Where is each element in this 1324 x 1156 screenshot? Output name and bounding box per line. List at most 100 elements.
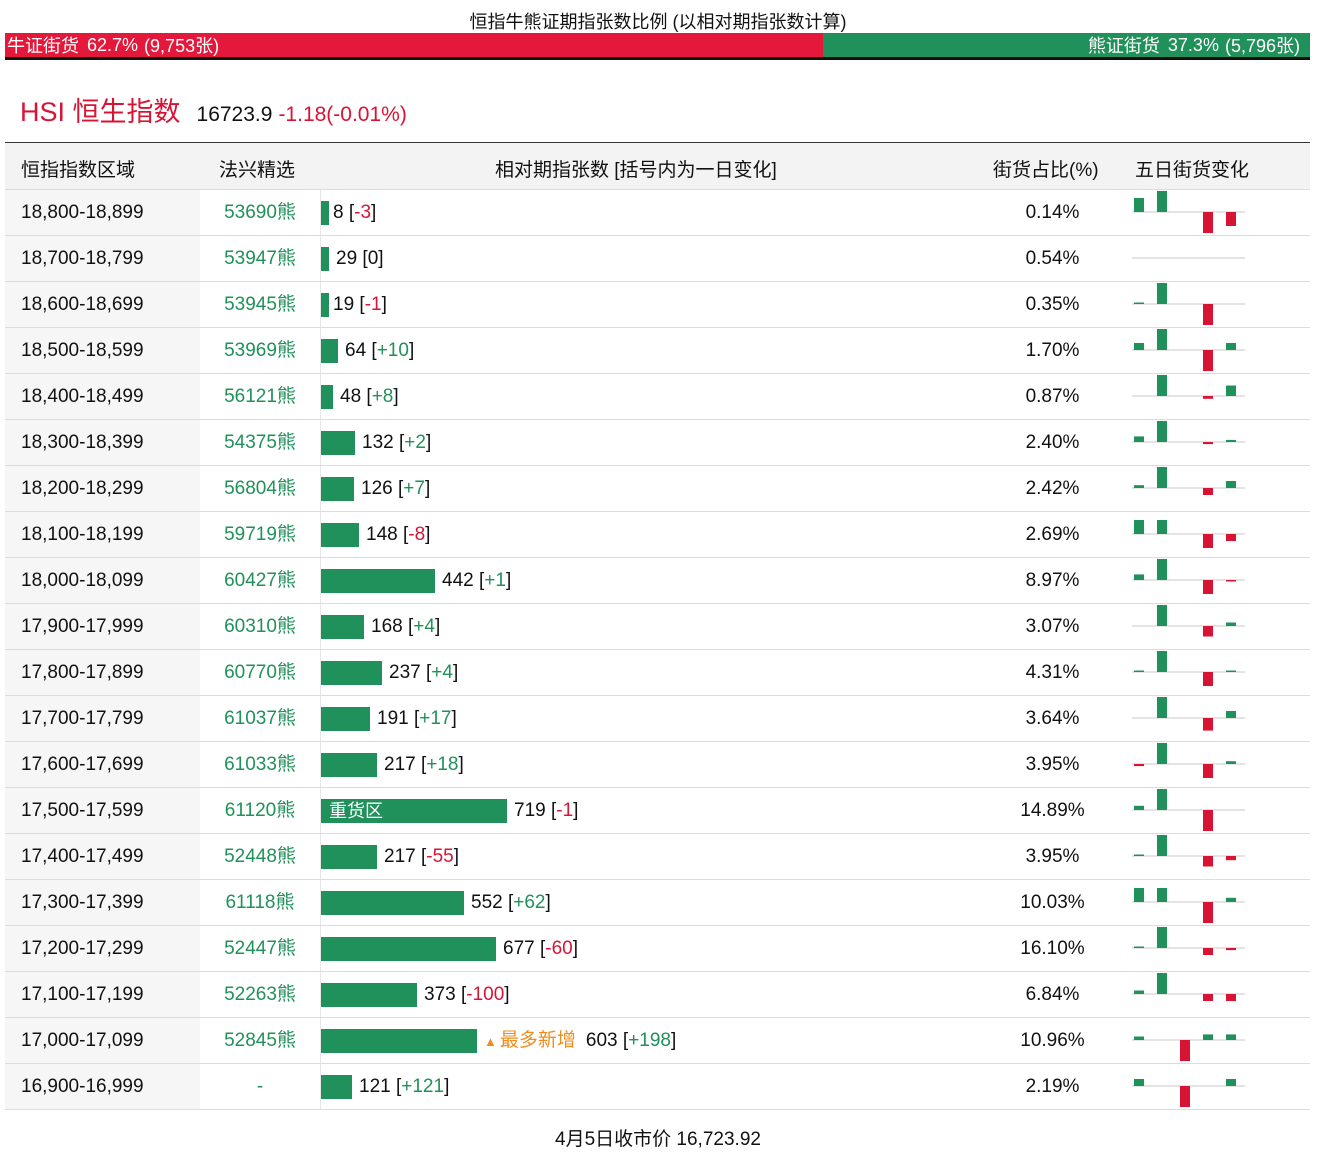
heavy-zone-label: 重货区: [329, 801, 383, 821]
daily-change: -55: [426, 846, 454, 867]
warrant-link[interactable]: 53690熊: [224, 202, 296, 223]
warrant-link[interactable]: 54375熊: [224, 432, 296, 453]
warrant-link[interactable]: 61033熊: [224, 754, 296, 775]
contracts-bar: [321, 477, 354, 501]
daily-change: +121: [401, 1076, 445, 1097]
five-day-sparkline: [1132, 927, 1245, 955]
warrant-link: -: [256, 1076, 264, 1097]
sparkline-bar: [1226, 439, 1236, 442]
contracts-bar: [321, 339, 338, 363]
page-title: 恒指牛熊证期指张数比例 (以相对期指张数计算): [469, 12, 847, 32]
bull-label: 牛证街货: [7, 36, 79, 56]
contracts-label: 121 [+121]: [359, 1076, 450, 1097]
five-day-sparkline: [1132, 743, 1245, 778]
sparkline-bar: [1157, 743, 1167, 764]
share-pct: 0.14%: [1025, 202, 1080, 223]
warrant-link[interactable]: 61037熊: [224, 708, 296, 729]
contracts-bar: [321, 707, 370, 731]
five-day-sparkline: [1132, 835, 1245, 867]
sparkline-bar: [1203, 672, 1213, 686]
sparkline-bar: [1203, 580, 1213, 594]
sparkline-bar: [1203, 626, 1213, 637]
daily-change: -1: [556, 800, 574, 821]
range-cell: 17,900-17,999: [5, 604, 200, 649]
contracts-label: 442 [+1]: [442, 570, 512, 591]
column-divider: [320, 926, 321, 971]
contracts-label: 373 [-100]: [424, 984, 510, 1005]
column-divider: [320, 1018, 321, 1063]
table-row: 18,800-18,899 53690熊 8 [-3] 0.14%: [5, 190, 1310, 236]
warrant-link[interactable]: 52263熊: [224, 984, 296, 1005]
contracts-count: 217: [384, 846, 416, 867]
sparkline-bar: [1226, 580, 1236, 582]
sparkline-bar: [1134, 764, 1144, 767]
contracts-label: 217 [+18]: [384, 754, 464, 775]
share-pct: 0.87%: [1025, 386, 1080, 407]
closing-price-footer: 4月5日收市价 16,723.92: [555, 1129, 761, 1150]
contracts-count: 48: [340, 386, 362, 407]
bull-bear-ratio-bar: 牛证街货 62.7% (9,753张) 熊证街货 37.3% (5,796张): [5, 33, 1310, 60]
sparkline-bar: [1134, 670, 1144, 672]
col-warrant-header: 法兴精选: [219, 160, 296, 181]
five-day-sparkline: [1132, 329, 1245, 371]
triangle-up-icon: ▲: [484, 1034, 497, 1049]
warrant-link[interactable]: 61120熊: [224, 800, 296, 821]
sparkline-bar: [1203, 856, 1213, 867]
warrant-link[interactable]: 59719熊: [224, 524, 296, 545]
contracts-count: 64: [345, 340, 367, 361]
index-name[interactable]: HSI 恒生指数: [20, 97, 181, 127]
daily-change: +62: [513, 892, 546, 913]
range-cell: 17,100-17,199: [5, 972, 200, 1017]
sparkline-bar: [1203, 994, 1213, 1001]
sparkline-bar: [1226, 948, 1236, 951]
range-cell: 18,700-18,799: [5, 236, 200, 281]
sparkline-bar: [1134, 343, 1144, 350]
col-contracts-header: 相对期指张数 [括号内为一日变化]: [495, 160, 777, 181]
table-row: 17,400-17,499 52448熊 217 [-55] 3.95%: [5, 834, 1310, 880]
warrant-link[interactable]: 60310熊: [224, 616, 296, 637]
warrant-link[interactable]: 61118熊: [225, 892, 295, 913]
sparkline-bar: [1157, 789, 1167, 810]
range-cell: 18,000-18,099: [5, 558, 200, 603]
table-row: 17,500-17,599 61120熊 重货区 719 [-1] 14.89%: [5, 788, 1310, 834]
table-row: 17,900-17,999 60310熊 168 [+4] 3.07%: [5, 604, 1310, 650]
warrant-link[interactable]: 53947熊: [224, 248, 296, 269]
range-cell: 17,400-17,499: [5, 834, 200, 879]
warrant-link[interactable]: 60770熊: [224, 662, 296, 683]
warrant-link[interactable]: 52448熊: [224, 846, 296, 867]
sparkline-bar: [1157, 329, 1167, 350]
share-pct: 1.70%: [1025, 340, 1080, 361]
five-day-sparkline: [1132, 697, 1245, 731]
share-pct: 3.95%: [1025, 846, 1080, 867]
column-divider: [320, 190, 321, 235]
warrant-link[interactable]: 52447熊: [224, 938, 296, 959]
col-five-day-header: 五日街货变化: [1135, 160, 1250, 181]
range-cell: 18,300-18,399: [5, 420, 200, 465]
share-pct: 16.10%: [1020, 938, 1085, 959]
share-pct: 8.97%: [1025, 570, 1080, 591]
warrant-link[interactable]: 60427熊: [224, 570, 296, 591]
sparkline-bar: [1134, 436, 1144, 442]
column-divider: [320, 1064, 321, 1109]
sparkline-bar: [1226, 856, 1236, 861]
warrant-link[interactable]: 53969熊: [224, 340, 296, 361]
bear-count: (5,796张): [1224, 36, 1300, 56]
contracts-bar: [321, 615, 364, 639]
range-cell: 17,000-17,099: [5, 1018, 200, 1063]
warrant-link[interactable]: 53945熊: [224, 294, 296, 315]
index-quote: HSI 恒生指数 16723.9 -1.18(-0.01%): [20, 90, 407, 129]
table-row: 18,100-18,199 59719熊 148 [-8] 2.69%: [5, 512, 1310, 558]
warrant-link[interactable]: 56121熊: [224, 386, 296, 407]
daily-change: +17: [419, 708, 452, 729]
warrant-link[interactable]: 52845熊: [224, 1030, 296, 1051]
contracts-label: 132 [+2]: [362, 432, 432, 453]
table-body: 18,800-18,899 53690熊 8 [-3] 0.14% 18,700-18,…: [5, 190, 1310, 1110]
range-cell: 17,600-17,699: [5, 742, 200, 787]
share-pct: 2.42%: [1025, 478, 1080, 499]
sparkline-bar: [1157, 520, 1167, 534]
bull-ratio-segment: 牛证街货 62.7% (9,753张): [5, 33, 824, 57]
five-day-sparkline: [1132, 888, 1245, 923]
warrant-link[interactable]: 56804熊: [224, 478, 296, 499]
sparkline-bar: [1203, 396, 1213, 399]
sparkline-bar: [1157, 973, 1167, 994]
